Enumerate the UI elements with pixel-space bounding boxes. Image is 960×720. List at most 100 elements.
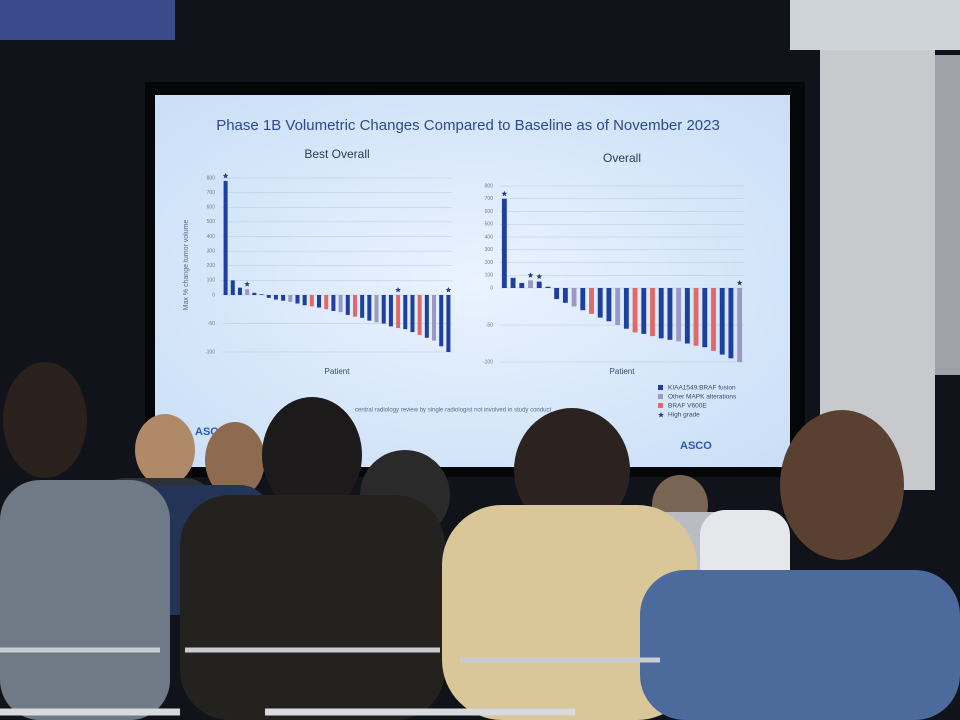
y-axis-label: Max % change tumor volume bbox=[183, 220, 190, 311]
bar bbox=[650, 288, 655, 337]
chart-title: Best Overall bbox=[304, 147, 369, 161]
y-tick-label: 500 bbox=[207, 219, 216, 225]
y-tick-label: 500 bbox=[485, 222, 494, 228]
bar bbox=[536, 281, 542, 288]
bar bbox=[367, 295, 372, 321]
bar bbox=[432, 295, 437, 341]
bar bbox=[693, 288, 699, 346]
y-tick-label: 400 bbox=[485, 234, 494, 240]
bar bbox=[324, 295, 329, 310]
high-grade-marker bbox=[445, 287, 452, 293]
y-tick-label: 200 bbox=[207, 263, 216, 269]
bar bbox=[641, 288, 647, 334]
bar bbox=[737, 288, 743, 362]
head bbox=[780, 410, 904, 560]
logo: ASCO bbox=[680, 440, 712, 452]
bar bbox=[417, 295, 422, 335]
bar bbox=[667, 288, 673, 340]
bar bbox=[245, 289, 250, 295]
footnote: central radiology review by single radio… bbox=[355, 408, 551, 414]
y-tick-label: -100 bbox=[483, 359, 493, 365]
bar bbox=[396, 295, 401, 329]
bar bbox=[439, 295, 444, 347]
chair-backs bbox=[0, 647, 660, 663]
y-tick-label: 600 bbox=[207, 205, 216, 211]
bar bbox=[331, 295, 336, 311]
y-tick-label: 800 bbox=[485, 183, 494, 189]
high-grade-marker bbox=[536, 273, 543, 280]
bar bbox=[252, 292, 257, 295]
bar bbox=[273, 295, 278, 300]
bar bbox=[562, 288, 568, 303]
head bbox=[205, 422, 265, 498]
body bbox=[180, 495, 445, 720]
legend-label: High grade bbox=[668, 412, 700, 419]
bar bbox=[571, 288, 577, 307]
bar bbox=[501, 198, 507, 288]
bar bbox=[510, 277, 516, 288]
y-tick-label: 100 bbox=[207, 278, 216, 284]
bar bbox=[711, 288, 716, 351]
bar bbox=[424, 295, 429, 338]
bar bbox=[360, 295, 365, 318]
bar bbox=[545, 286, 551, 288]
head bbox=[262, 397, 362, 513]
y-tick-label: 0 bbox=[490, 285, 493, 291]
bar bbox=[580, 288, 586, 311]
head bbox=[135, 414, 195, 486]
ceiling-panel bbox=[790, 0, 960, 50]
bar bbox=[606, 288, 612, 322]
legend-label: KIAA1549:BRAF fusion bbox=[668, 385, 736, 392]
y-tick-label: -50 bbox=[208, 321, 215, 327]
bar bbox=[728, 288, 734, 359]
legend: KIAA1549:BRAF fusion Other MAPK alteratio… bbox=[658, 385, 737, 419]
bar bbox=[403, 295, 408, 330]
bar bbox=[719, 288, 725, 355]
body bbox=[640, 570, 960, 720]
bar bbox=[302, 295, 307, 306]
bar bbox=[317, 295, 322, 308]
y-tick-label: 200 bbox=[485, 260, 494, 266]
high-grade-marker bbox=[244, 281, 250, 287]
charts: Best Overall Patient Max % change tumor vo… bbox=[183, 147, 744, 376]
audience bbox=[0, 362, 960, 720]
legend-marker bbox=[658, 385, 663, 390]
y-tick-label: 700 bbox=[485, 196, 494, 202]
slide-title: Phase 1B Volumetric Changes Compared to … bbox=[216, 117, 720, 134]
bar bbox=[266, 295, 271, 298]
bar bbox=[519, 282, 525, 288]
chart-title: Overall bbox=[603, 151, 641, 165]
bar bbox=[676, 288, 682, 342]
bar bbox=[281, 295, 286, 301]
high-grade-marker bbox=[527, 272, 534, 278]
bar bbox=[237, 287, 242, 295]
bar bbox=[295, 295, 300, 304]
legend-marker bbox=[658, 394, 663, 399]
y-tick-label: 800 bbox=[207, 175, 216, 181]
bar bbox=[388, 295, 393, 327]
bar bbox=[345, 295, 350, 315]
y-tick-label: 300 bbox=[485, 247, 494, 253]
body bbox=[0, 480, 170, 720]
x-axis-label: Patient bbox=[325, 367, 351, 376]
bar bbox=[615, 288, 621, 325]
bar bbox=[230, 280, 235, 295]
bar bbox=[381, 295, 386, 324]
y-tick-label: 700 bbox=[207, 190, 216, 196]
y-tick-label: 100 bbox=[485, 273, 494, 279]
bar bbox=[410, 295, 415, 333]
y-tick-label: 600 bbox=[485, 209, 494, 215]
body bbox=[442, 505, 697, 720]
bar bbox=[528, 280, 533, 288]
y-tick-label: -50 bbox=[486, 322, 493, 328]
y-tick-label: -100 bbox=[205, 349, 215, 355]
slide bbox=[155, 95, 790, 467]
high-grade-marker bbox=[736, 280, 743, 286]
bar bbox=[309, 295, 314, 307]
high-grade-marker bbox=[222, 172, 229, 179]
bar bbox=[632, 288, 638, 333]
y-tick-label: 400 bbox=[207, 234, 216, 240]
bar bbox=[288, 295, 293, 302]
